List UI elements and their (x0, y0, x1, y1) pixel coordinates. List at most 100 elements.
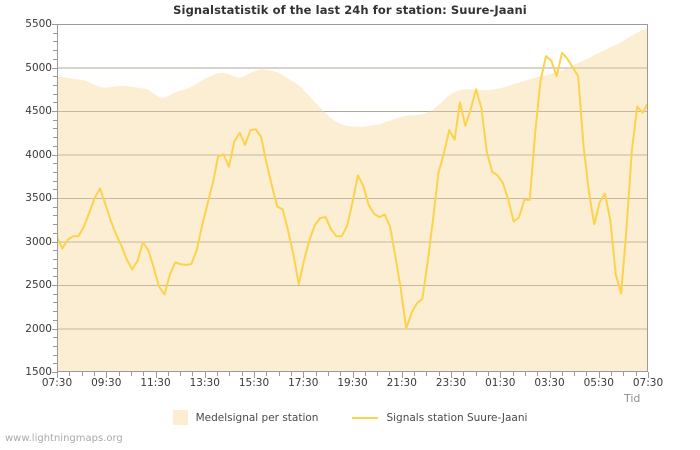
x-minor-tick-mark (414, 372, 416, 376)
y-minor-tick-mark (53, 84, 57, 86)
y-minor-tick-mark (53, 206, 57, 208)
y-minor-tick-mark (53, 250, 57, 252)
x-minor-tick-mark (192, 372, 194, 376)
y-minor-tick-mark (53, 215, 57, 217)
x-tick-mark (155, 372, 157, 378)
x-minor-tick-mark (364, 372, 366, 376)
y-minor-tick-mark (53, 267, 57, 269)
x-minor-tick-mark (167, 372, 169, 376)
y-tick-mark (52, 328, 58, 330)
y-tick-label: 5500 (25, 18, 52, 30)
x-minor-tick-mark (81, 372, 83, 376)
x-minor-tick-mark (327, 372, 329, 376)
legend-label-area: Medelsignal per station (195, 411, 319, 424)
y-minor-tick-mark (53, 293, 57, 295)
x-tick-label: 13:30 (189, 377, 220, 389)
x-minor-tick-mark (475, 372, 477, 376)
x-tick-mark (204, 372, 206, 378)
y-tick-mark (52, 24, 58, 25)
x-minor-tick-mark (266, 372, 268, 376)
x-tick-mark (303, 372, 305, 378)
x-minor-tick-mark (426, 372, 428, 376)
x-tick-mark (500, 372, 502, 378)
y-minor-tick-mark (53, 58, 57, 60)
y-minor-tick-mark (53, 128, 57, 130)
y-minor-tick-mark (53, 171, 57, 173)
legend-item-line: Signals station Suure-Jaani (352, 412, 527, 424)
plot-area: Antal per timma (57, 24, 648, 372)
y-minor-tick-mark (53, 41, 57, 43)
x-minor-tick-mark (93, 372, 95, 376)
x-minor-tick-mark (315, 372, 317, 376)
y-minor-tick-mark (53, 189, 57, 191)
x-minor-tick-mark (217, 372, 219, 376)
x-minor-tick-mark (611, 372, 613, 376)
y-tick-mark (52, 154, 58, 156)
x-minor-tick-mark (537, 372, 539, 376)
y-minor-tick-mark (53, 311, 57, 313)
x-minor-tick-mark (574, 372, 576, 376)
chart-title: Signalstatistik of the last 24h for stat… (173, 3, 527, 17)
y-tick-mark (52, 285, 58, 286)
x-tick-label: 07:30 (41, 377, 73, 389)
x-minor-tick-mark (635, 372, 637, 376)
y-minor-tick-mark (53, 180, 57, 182)
y-tick-label: 4000 (25, 148, 52, 161)
x-tick-label: 05:30 (583, 377, 614, 389)
chart-plot-svg (57, 24, 648, 372)
legend-label-line: Signals station Suure-Jaani (386, 411, 528, 424)
x-minor-tick-mark (69, 372, 71, 376)
y-tick-mark (52, 198, 58, 199)
x-tick-label: 19:30 (337, 377, 368, 389)
x-minor-tick-mark (586, 372, 588, 376)
y-tick-mark (52, 372, 58, 373)
legend-line-swatch-icon (352, 416, 379, 419)
footer-watermark: www.lightningmaps.org (5, 433, 123, 444)
y-minor-tick-mark (53, 232, 57, 234)
x-minor-tick-mark (524, 372, 526, 376)
y-minor-tick-mark (53, 258, 57, 260)
y-minor-tick-mark (53, 345, 57, 347)
y-tick-mark (52, 241, 58, 243)
y-tick-mark (52, 111, 58, 112)
x-minor-tick-mark (278, 372, 280, 376)
x-tick-mark (352, 372, 354, 378)
legend-item-area: Medelsignal per station (172, 410, 319, 425)
x-minor-tick-mark (340, 372, 342, 376)
x-tick-label: 03:30 (534, 377, 565, 389)
y-minor-tick-mark (53, 119, 57, 121)
x-minor-tick-mark (130, 372, 132, 376)
x-tick-mark (106, 372, 108, 378)
y-minor-tick-mark (53, 93, 57, 95)
x-minor-tick-mark (118, 372, 120, 376)
x-axis-tick-labels: 07:30 09:30 11:30 13:30 15:30 17:30 19:30 21:30… (0, 377, 700, 393)
x-minor-tick-mark (180, 372, 182, 376)
y-minor-tick-mark (53, 137, 57, 139)
x-tick-label: 15:30 (238, 377, 270, 389)
x-tick-mark (451, 372, 452, 378)
x-minor-tick-mark (623, 372, 625, 376)
y-minor-tick-mark (53, 102, 57, 104)
y-minor-tick-mark (53, 32, 57, 34)
x-tick-mark (549, 372, 551, 378)
y-tick-label: 3000 (25, 235, 52, 248)
x-tick-label: 23:30 (435, 377, 467, 389)
series-line-signals (57, 51, 648, 330)
y-minor-tick-mark (53, 276, 57, 278)
y-axis-tick-labels: 1500 2000 2500 3000 3500 4000 4500 5000 5500 (0, 19, 58, 377)
x-tick-mark (598, 372, 600, 378)
x-tick-mark (254, 372, 255, 378)
y-tick-label: 2000 (25, 322, 52, 335)
y-tick-label: 5000 (25, 61, 52, 74)
y-minor-tick-mark (53, 50, 57, 52)
x-tick-label: 07:30 (632, 377, 664, 389)
y-tick-label: 3500 (25, 192, 52, 204)
x-minor-tick-mark (512, 372, 514, 376)
x-tick-label: 01:30 (485, 377, 516, 389)
x-minor-tick-mark (487, 372, 489, 376)
x-minor-tick-mark (389, 372, 391, 376)
x-minor-tick-mark (143, 372, 145, 376)
y-minor-tick-mark (53, 302, 57, 304)
x-tick-mark (648, 372, 649, 378)
